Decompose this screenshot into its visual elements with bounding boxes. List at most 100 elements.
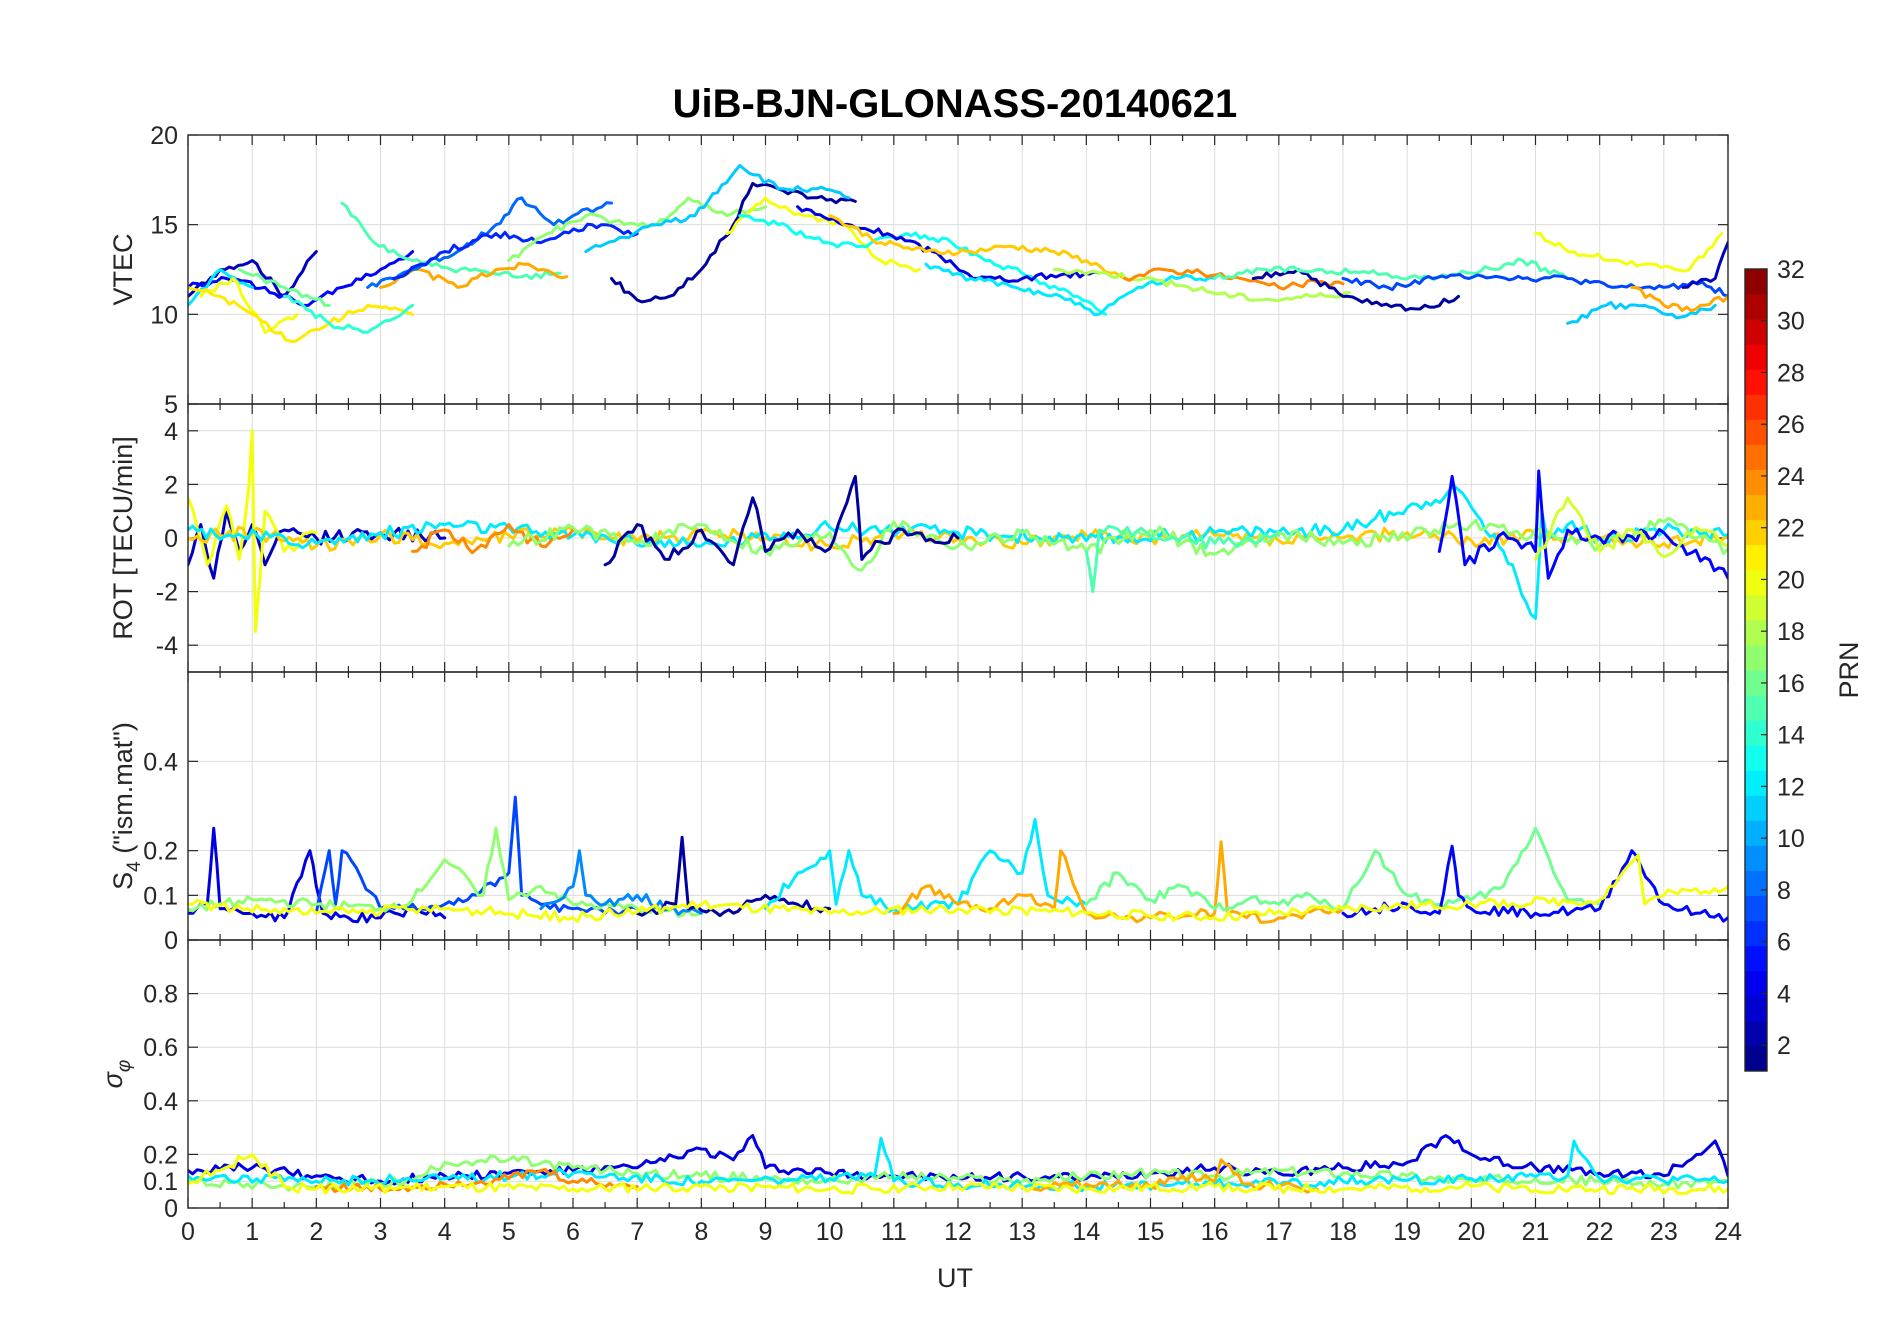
y-tick-label: 2 <box>164 471 178 499</box>
x-tick-label: 4 <box>438 1218 452 1246</box>
y-tick-label: 0.1 <box>143 1168 178 1196</box>
y-tick-label: 10 <box>150 301 178 329</box>
x-tick-label: 22 <box>1586 1218 1614 1246</box>
series-line-prn-15 <box>1213 257 1570 282</box>
colorbar-segment <box>1745 419 1767 445</box>
panel-vtec: 5 10 15 20 VTEC <box>108 122 1729 419</box>
colorbar-segment <box>1745 644 1767 671</box>
y-tick-label: 0.2 <box>143 838 178 866</box>
colorbar-segment <box>1745 745 1767 771</box>
chart-title: UiB-BJN-GLONASS-20140621 <box>673 82 1238 126</box>
colorbar-segment <box>1745 770 1767 796</box>
colorbar-segment <box>1745 1045 1767 1072</box>
x-tick-label: 21 <box>1522 1218 1550 1246</box>
x-tick-label: 18 <box>1329 1218 1357 1246</box>
series-group <box>188 1134 1728 1195</box>
x-axis-label: UT <box>937 1263 973 1293</box>
y-axis-label: VTEC <box>108 233 138 305</box>
colorbar-segment <box>1745 319 1767 345</box>
x-tick-label: 1 <box>245 1218 259 1246</box>
colorbar-tick-label: 24 <box>1777 463 1805 491</box>
panel-sigma: 00.10.2 0.4 0.6 0.8 σφ <box>98 939 1729 1223</box>
x-tick-label: 19 <box>1393 1218 1421 1246</box>
series-line-prn-2 <box>603 474 960 567</box>
colorbar-segment <box>1745 795 1767 821</box>
series-line-prn-21 <box>188 285 415 343</box>
x-tick-label: 2 <box>309 1218 323 1246</box>
y-tick-label: 0 <box>164 525 178 553</box>
colorbar-tick-label: 20 <box>1777 566 1805 594</box>
y-tick-label: 0.4 <box>143 1088 178 1116</box>
series-line-prn-24 <box>411 523 575 555</box>
colorbar-tick-label: 30 <box>1777 308 1805 336</box>
series-line-prn-12 <box>188 484 1728 620</box>
colorbar-segment <box>1745 845 1767 871</box>
colorbar-segment <box>1745 344 1767 370</box>
x-tick-label: 7 <box>630 1218 644 1246</box>
series-group <box>188 795 1728 924</box>
colorbar-segment <box>1745 670 1767 696</box>
x-tick-label: 8 <box>694 1218 708 1246</box>
colorbar-segment <box>1745 720 1767 746</box>
colorbar-segment <box>1745 970 1767 997</box>
series-line-prn-2 <box>635 835 832 918</box>
colorbar-segment <box>1745 544 1767 571</box>
series-line-prn-20 <box>1534 231 1724 273</box>
y-tick-label: -4 <box>156 632 178 660</box>
colorbar-segment <box>1745 619 1767 646</box>
colorbar-segment <box>1745 469 1767 496</box>
series-line-prn-23 <box>1630 285 1728 313</box>
series-line-prn-17 <box>507 516 1728 572</box>
colorbar-frame <box>1744 268 1768 1072</box>
colorbar-tick-label: 6 <box>1777 929 1791 957</box>
y-tick-label: 0.1 <box>143 882 178 910</box>
colorbar-segment <box>1745 519 1767 546</box>
colorbar-segment <box>1745 920 1767 947</box>
colorbar-segment <box>1745 394 1767 420</box>
colorbar-tick-label: 18 <box>1777 618 1805 646</box>
series-line-prn-20 <box>199 277 299 334</box>
series-line-prn-6 <box>391 222 639 280</box>
series-line-prn-3 <box>188 250 318 298</box>
y-tick-label: -2 <box>156 579 178 607</box>
series-line-prn-12 <box>188 1136 1728 1193</box>
series-line-prn-7 <box>314 795 639 917</box>
series-line-prn-2 <box>610 181 857 304</box>
series-line-prn-11 <box>584 164 851 254</box>
series-line-prn-17 <box>188 1154 1728 1192</box>
colorbar-label: PRN <box>1834 641 1864 698</box>
x-tick-label: 14 <box>1072 1218 1100 1246</box>
series-line-prn-7 <box>1341 273 1728 298</box>
x-tick-label: 11 <box>881 1218 907 1246</box>
series-line-prn-14 <box>282 294 415 334</box>
y-axis-label: S4 ("ism.mat") <box>108 722 145 890</box>
colorbar-segment <box>1745 995 1767 1022</box>
colorbar-tick-label: 22 <box>1777 515 1805 543</box>
colorbar-tick-label: 2 <box>1777 1032 1791 1060</box>
colorbar-tick-label: 10 <box>1777 825 1805 853</box>
colorbar-segment <box>1745 594 1767 621</box>
x-tick-label: 12 <box>944 1218 972 1246</box>
y-tick-label: 0.2 <box>143 1141 178 1169</box>
y-tick-label: 0 <box>164 1195 178 1223</box>
x-tick-label: 13 <box>1008 1218 1036 1246</box>
y-axis-label: ROT [TECU/min] <box>108 436 138 640</box>
series-group <box>188 429 1728 634</box>
x-tick-label: 3 <box>374 1218 388 1246</box>
x-tick-label: 15 <box>1137 1218 1165 1246</box>
x-tick-label: 17 <box>1265 1218 1293 1246</box>
series-line-prn-16 <box>237 268 331 307</box>
series-line-prn-19 <box>1534 496 1728 561</box>
series-line-prn-20 <box>725 196 921 273</box>
panel-s4: 0 0.1 0.2 0.4S4 ("ism.mat") <box>108 671 1729 955</box>
colorbar-tick-label: 12 <box>1777 773 1805 801</box>
series-line-prn-22 <box>828 214 1127 280</box>
axes-box <box>187 939 1729 1209</box>
x-tick-label: 16 <box>1201 1218 1229 1246</box>
series-line-prn-2 <box>1251 268 1460 312</box>
colorbar-tick-label: 32 <box>1777 256 1805 284</box>
colorbar-tick-label: 14 <box>1777 722 1805 750</box>
series-line-prn-15 <box>340 201 562 281</box>
